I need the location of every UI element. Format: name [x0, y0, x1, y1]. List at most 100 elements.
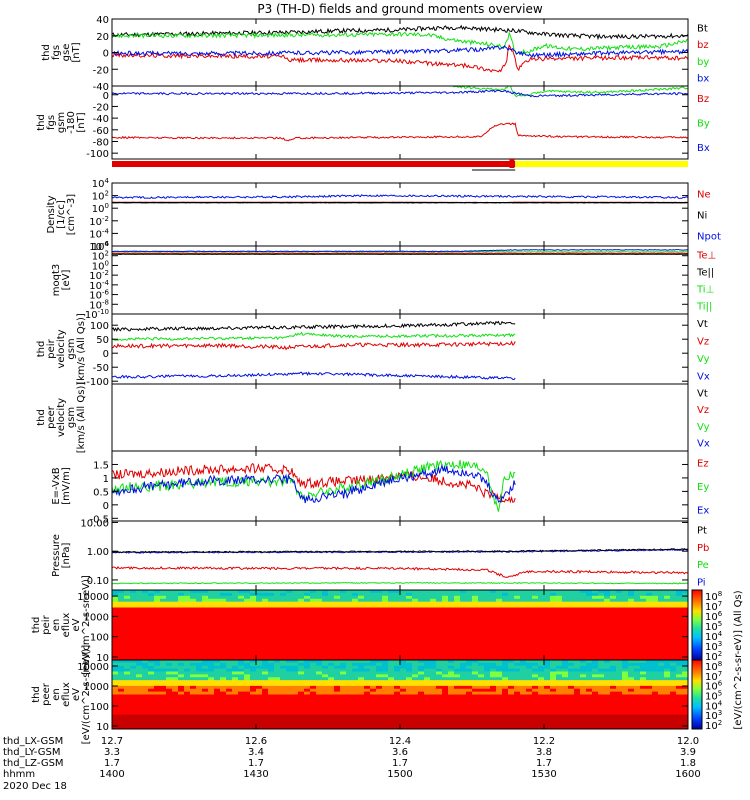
- spectrogram-cell: [568, 660, 575, 664]
- spectrogram-cell: [358, 639, 365, 643]
- spectrogram-cell: [406, 627, 413, 632]
- spectrogram-cell: [310, 688, 317, 693]
- spectrogram-cell: [556, 657, 563, 661]
- spectrogram-cell: [124, 622, 131, 626]
- spectrogram-cell: [310, 625, 317, 629]
- spectrogram-cell: [508, 714, 515, 718]
- legend-entry: Pi: [697, 577, 706, 588]
- spectrogram-cell: [544, 651, 551, 655]
- spectrogram-cell: [544, 590, 551, 594]
- spectrogram-cell: [622, 680, 629, 684]
- spectrogram-cell: [652, 723, 659, 727]
- spectrogram-cell: [640, 720, 647, 724]
- spectrogram-cell: [220, 622, 227, 626]
- spectrogram-cell: [226, 639, 233, 643]
- spectrogram-cell: [604, 601, 611, 605]
- spectrogram-cell: [124, 688, 131, 693]
- panel-ylabel-line: -180: [66, 111, 77, 134]
- spectrogram-cell: [148, 648, 155, 652]
- spectrogram-cell: [112, 590, 119, 594]
- spectrogram-cell: [286, 691, 293, 695]
- spectrogram-cell: [160, 671, 167, 675]
- spectrogram-cell: [484, 601, 491, 605]
- spectrogram-cell: [184, 616, 191, 620]
- spectrogram-cell: [400, 694, 407, 698]
- spectrogram-cell: [268, 639, 275, 643]
- spectrogram-cell: [568, 590, 575, 594]
- spectrogram-cell: [526, 691, 533, 695]
- spectrogram-cell: [484, 691, 491, 695]
- spectrogram-cell: [496, 700, 503, 704]
- spectrogram-cell: [172, 711, 179, 716]
- spectrogram-cell: [322, 595, 329, 600]
- spectrogram-cell: [298, 723, 305, 727]
- spectrogram-cell: [442, 622, 449, 626]
- spectrogram-cell: [532, 723, 539, 727]
- spectrogram-cell: [682, 706, 689, 710]
- spectrogram-cell: [592, 694, 599, 698]
- spectrogram-cell: [358, 657, 365, 661]
- spectrogram-cell: [646, 688, 653, 693]
- spectrogram-cell: [652, 651, 659, 655]
- spectrogram-cell: [478, 642, 485, 646]
- spectrogram-cell: [424, 720, 431, 724]
- spectrogram-cell: [520, 697, 527, 701]
- spectrogram-cell: [496, 674, 503, 678]
- spectrogram-cell: [508, 613, 515, 617]
- spectrogram-cell: [616, 691, 623, 695]
- spectrogram-cell: [208, 657, 215, 661]
- spectrogram-cell: [190, 610, 197, 614]
- spectrogram-cell: [628, 711, 635, 716]
- spectrogram-cell: [652, 677, 659, 681]
- spectrogram-cell: [664, 665, 671, 670]
- panel-frame: [111, 182, 689, 247]
- spectrogram-cell: [382, 662, 389, 667]
- spectrogram-cell: [364, 680, 371, 684]
- spectrogram-cell: [520, 714, 527, 718]
- spectrogram-cell: [562, 703, 569, 707]
- spectrogram-cell: [232, 717, 239, 721]
- spectrogram-cell: [178, 592, 185, 597]
- spectrogram-cell: [262, 674, 269, 678]
- spectrogram-cell: [358, 590, 365, 594]
- spectrogram-cell: [628, 680, 635, 684]
- spectrogram-cell: [172, 636, 179, 640]
- spectrogram-cell: [442, 703, 449, 707]
- spectrogram-cell: [178, 616, 185, 620]
- spectrogram-cell: [154, 613, 161, 617]
- spectrogram-cell: [298, 625, 305, 629]
- spectrogram-cell: [412, 706, 419, 710]
- spectrogram-cell: [502, 680, 509, 684]
- spectrogram-cell: [154, 625, 161, 629]
- spectrogram-cell: [478, 708, 485, 713]
- spectrogram-cell: [664, 711, 671, 716]
- spectrogram-cell: [352, 717, 359, 721]
- spectrogram-cell: [232, 714, 239, 718]
- spectrogram-cell: [352, 633, 359, 638]
- spectrogram-cell: [286, 723, 293, 727]
- spectrogram-cell: [112, 680, 119, 684]
- spectrogram-cell: [484, 613, 491, 617]
- spectrogram-cell: [136, 622, 143, 626]
- spectrogram-cell: [676, 706, 683, 710]
- spectrogram-cell: [472, 616, 479, 620]
- spectrogram-cell: [388, 697, 395, 701]
- spectrogram-cell: [184, 671, 191, 675]
- spectrogram-cell: [496, 633, 503, 638]
- spectrogram-cell: [556, 697, 563, 701]
- spectrogram-cell: [568, 607, 575, 611]
- spectrogram-cell: [478, 688, 485, 693]
- spectrogram-cell: [334, 674, 341, 678]
- spectrogram-cell: [556, 685, 563, 690]
- spectrogram-cell: [502, 619, 509, 623]
- spectrogram-cell: [160, 657, 167, 661]
- spectrogram-cell: [496, 723, 503, 727]
- spectrogram-cell: [304, 723, 311, 727]
- spectrogram-cell: [526, 717, 533, 721]
- spectrogram-cell: [622, 639, 629, 643]
- spectrogram-cell: [664, 657, 671, 661]
- spectrogram-cell: [628, 636, 635, 640]
- spectrogram-cell: [508, 703, 515, 707]
- spectrogram-cell: [166, 619, 173, 623]
- spectrogram-cell: [280, 688, 287, 693]
